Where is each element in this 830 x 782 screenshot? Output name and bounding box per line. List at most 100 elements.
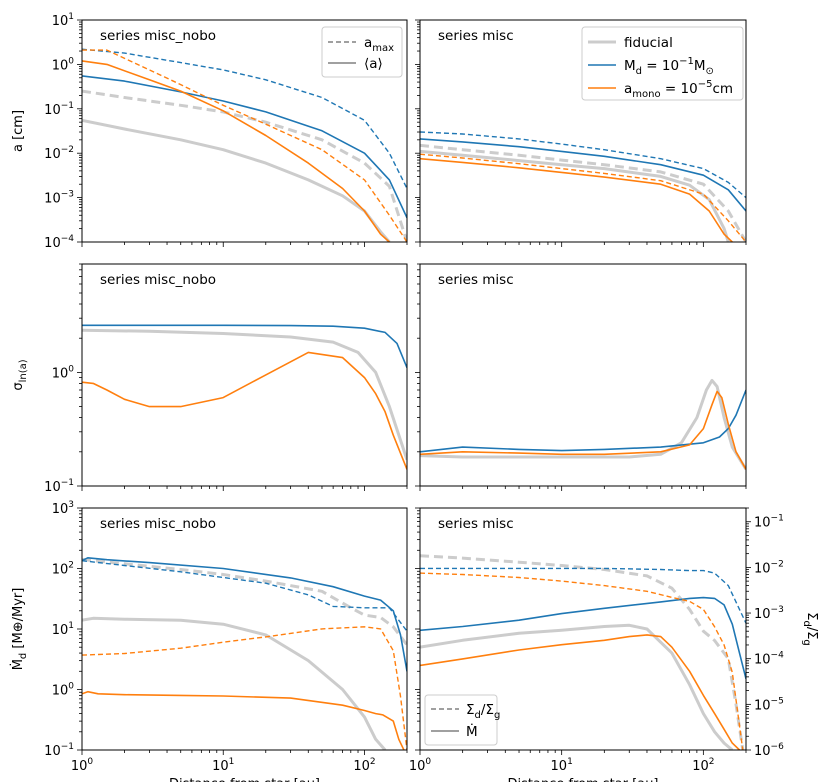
- label-sub: mono: [632, 89, 660, 100]
- tick-exp: 0: [87, 757, 93, 767]
- tick-exp: −3: [61, 190, 74, 200]
- series-group: [82, 48, 407, 242]
- tick-exp: −1: [61, 742, 74, 752]
- tick-base: 10: [44, 192, 61, 207]
- label-sup: −1: [679, 56, 694, 67]
- tick-exp: −4: [61, 234, 75, 244]
- x-tick-label: 101: [212, 757, 234, 774]
- y-tick-label: 103: [52, 500, 74, 517]
- tick-base: 10: [754, 607, 771, 622]
- label-main: a: [624, 81, 632, 97]
- tick-base: 10: [754, 653, 771, 668]
- legend-label: Ṁ: [466, 722, 478, 740]
- y-tick-label: 100: [52, 56, 75, 73]
- series-line-md-dashed: [420, 131, 746, 199]
- y-tick-label: 100: [52, 682, 75, 699]
- series-line-amono-dashed: [82, 626, 407, 750]
- tick-exp: 2: [370, 757, 376, 767]
- label-main: σ: [11, 382, 26, 390]
- tick-base: 10: [409, 759, 426, 774]
- label-rest: = 10: [661, 81, 698, 97]
- panel-r2-c0: 100101102Distance from star [au]10−11001…: [44, 500, 408, 782]
- legend-label: amax: [364, 35, 394, 54]
- y-axis-label: Ṁd [M⊕/Myr]: [10, 588, 29, 671]
- label-tail: M: [694, 58, 706, 74]
- series-line-amono-solid: [82, 60, 390, 242]
- tick-exp: 2: [709, 757, 715, 767]
- y2-tick-label: 10−2: [754, 559, 784, 576]
- series-line-amono-solid: [82, 690, 405, 750]
- series-line-md-solid: [82, 324, 407, 369]
- legend-style: [321, 26, 403, 78]
- series-line-md-solid: [420, 389, 746, 453]
- label-main: Σ: [466, 702, 475, 718]
- series-line-md-dashed: [82, 48, 407, 189]
- series-group: [420, 554, 746, 750]
- legend-bottom: [424, 694, 498, 746]
- tick-base: 10: [353, 759, 370, 774]
- tick-base: 10: [44, 236, 61, 251]
- panel-r2-c1: 100101102Distance from star [au]10−610−5…: [409, 507, 819, 782]
- series-line-fiducial-solid: [420, 378, 746, 471]
- label-sub: max: [372, 43, 394, 54]
- series-line-md-solid: [420, 138, 746, 212]
- tick-exp: −5: [771, 696, 784, 706]
- y-tick-label: 10−1: [44, 742, 74, 759]
- series-line-md-dashed: [420, 567, 746, 624]
- series-line-fiducial-solid: [82, 616, 387, 750]
- tick-exp: 2: [68, 561, 74, 571]
- axes-frame: [81, 19, 408, 243]
- series-line-md-dashed: [82, 560, 407, 632]
- tick-exp: −4: [771, 651, 785, 661]
- tick-exp: 1: [68, 621, 74, 631]
- label-rest: [M⊕/Myr]: [11, 588, 26, 653]
- legend-label: Σd/Σg: [466, 702, 500, 721]
- axes-frame: [81, 263, 408, 487]
- series-line-amono-dashed: [420, 153, 746, 242]
- panel-title: series misc_nobo: [100, 516, 216, 532]
- y2-tick-label: 10−3: [754, 605, 784, 622]
- series-line-amono-dashed: [420, 572, 744, 750]
- series-line-fiducial-solid: [420, 623, 734, 750]
- y-axis-label: a [cm]: [11, 110, 26, 152]
- tick-base: 10: [44, 480, 61, 495]
- label-sub: d: [18, 653, 29, 659]
- tick-exp: 1: [567, 757, 573, 767]
- tick-exp: 1: [229, 757, 235, 767]
- label-sub: ⊙: [706, 66, 714, 77]
- panel-title: series misc: [438, 28, 514, 44]
- series-line-fiducial-solid: [420, 149, 730, 242]
- tick-exp: −1: [61, 101, 74, 111]
- tick-base: 10: [754, 744, 771, 759]
- label-main: Ṁ: [10, 659, 26, 670]
- y2-tick-label: 10−4: [754, 651, 784, 668]
- label-sub: d: [636, 66, 642, 77]
- label-main: Σ: [804, 612, 819, 620]
- x-tick-label: 102: [353, 757, 375, 774]
- label-main: M: [624, 58, 636, 74]
- label-sub: d: [475, 710, 481, 721]
- y2-tick-label: 10−5: [754, 696, 784, 713]
- label-sup: −5: [698, 79, 713, 90]
- series-line-fiducial-dashed: [82, 557, 407, 646]
- label-tail: cm: [712, 81, 733, 97]
- y-axis-label: σln(a): [11, 359, 29, 390]
- series-line-fiducial-dashed: [420, 143, 746, 242]
- series-line-fiducial-solid: [82, 118, 391, 242]
- tick-base: 10: [52, 366, 69, 381]
- tick-exp: 1: [68, 12, 74, 22]
- tick-base: 10: [754, 698, 771, 713]
- y-tick-label: 10−2: [44, 145, 74, 162]
- series-line-md-solid: [82, 556, 407, 672]
- panel-title: series misc: [438, 516, 514, 532]
- tick-base: 10: [52, 623, 69, 638]
- label-main: a: [364, 35, 372, 51]
- tick-base: 10: [44, 103, 61, 118]
- axes-frame: [419, 19, 747, 243]
- y-tick-label: 101: [52, 621, 74, 638]
- tick-base: 10: [692, 759, 709, 774]
- y-tick-label: 100: [52, 364, 75, 381]
- tick-exp: −1: [61, 478, 74, 488]
